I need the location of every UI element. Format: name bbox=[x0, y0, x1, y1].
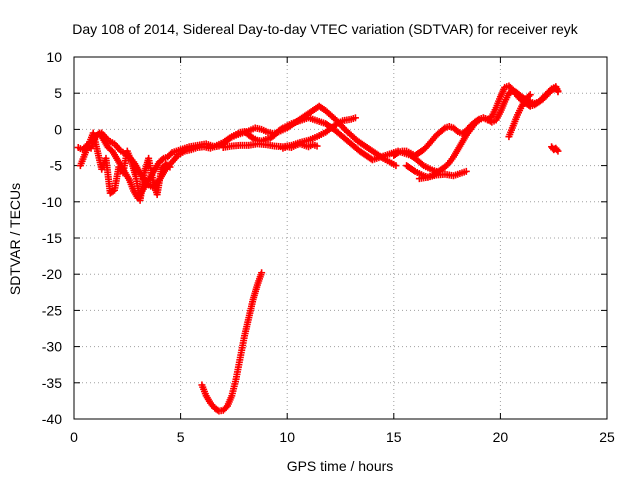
data-point bbox=[167, 150, 175, 158]
y-tick-label: -20 bbox=[42, 266, 62, 282]
series-trace-d bbox=[279, 140, 321, 152]
data-point bbox=[554, 147, 562, 155]
data-point bbox=[525, 92, 533, 100]
chart-title: Day 108 of 2014, Sidereal Day-to-day VTE… bbox=[72, 21, 578, 37]
x-axis-label: GPS time / hours bbox=[287, 458, 394, 474]
data-point bbox=[166, 163, 174, 171]
x-tick-label: 15 bbox=[386, 429, 402, 445]
data-point bbox=[393, 150, 401, 158]
y-tick-label: -30 bbox=[42, 339, 62, 355]
axis-ticks bbox=[73, 56, 608, 420]
y-tick-label: -25 bbox=[42, 302, 62, 318]
y-tick-label: 10 bbox=[46, 49, 62, 65]
data-point bbox=[410, 166, 418, 174]
y-tick-label: 0 bbox=[54, 121, 62, 137]
data-point bbox=[165, 162, 173, 170]
series-trace-b bbox=[91, 102, 400, 191]
x-tick-label: 20 bbox=[493, 429, 509, 445]
x-tick-label: 25 bbox=[599, 429, 615, 445]
y-tick-label: -10 bbox=[42, 194, 62, 210]
data-point bbox=[351, 114, 359, 122]
y-axis-label: SDTVAR / TECUs bbox=[7, 183, 23, 295]
x-tick-label: 5 bbox=[177, 429, 185, 445]
data-point bbox=[554, 88, 562, 96]
series-trace-e bbox=[198, 269, 266, 415]
series-trace-j bbox=[548, 143, 562, 155]
y-tick-labels: 10 5 0 -5 -10 -15 -20 -25 -30 -35 -40 bbox=[42, 49, 62, 427]
y-tick-label: -5 bbox=[50, 158, 63, 174]
data-point bbox=[158, 156, 166, 164]
data-point bbox=[526, 91, 534, 99]
data-point bbox=[392, 162, 400, 170]
y-tick-label: 5 bbox=[54, 85, 62, 101]
y-tick-label: -40 bbox=[42, 411, 62, 427]
data-point bbox=[462, 167, 470, 175]
x-tick-label: 10 bbox=[279, 429, 295, 445]
data-point bbox=[258, 269, 266, 277]
plot-frame bbox=[73, 56, 608, 420]
data-point bbox=[248, 133, 256, 141]
data-point bbox=[474, 117, 482, 125]
y-tick-label: -35 bbox=[42, 375, 62, 391]
grid-lines bbox=[74, 57, 607, 419]
y-tick-label: -15 bbox=[42, 230, 62, 246]
data-point bbox=[313, 142, 321, 150]
series-trace-k bbox=[76, 129, 174, 204]
data-point bbox=[452, 126, 460, 134]
x-tick-labels: 0 5 10 15 20 25 bbox=[70, 429, 615, 445]
series-trace-h bbox=[415, 167, 470, 183]
data-point bbox=[553, 146, 561, 154]
data-point bbox=[440, 125, 448, 133]
x-tick-label: 0 bbox=[70, 429, 78, 445]
series-trace-i bbox=[505, 91, 534, 141]
data-points bbox=[74, 82, 562, 415]
data-point bbox=[418, 160, 426, 168]
